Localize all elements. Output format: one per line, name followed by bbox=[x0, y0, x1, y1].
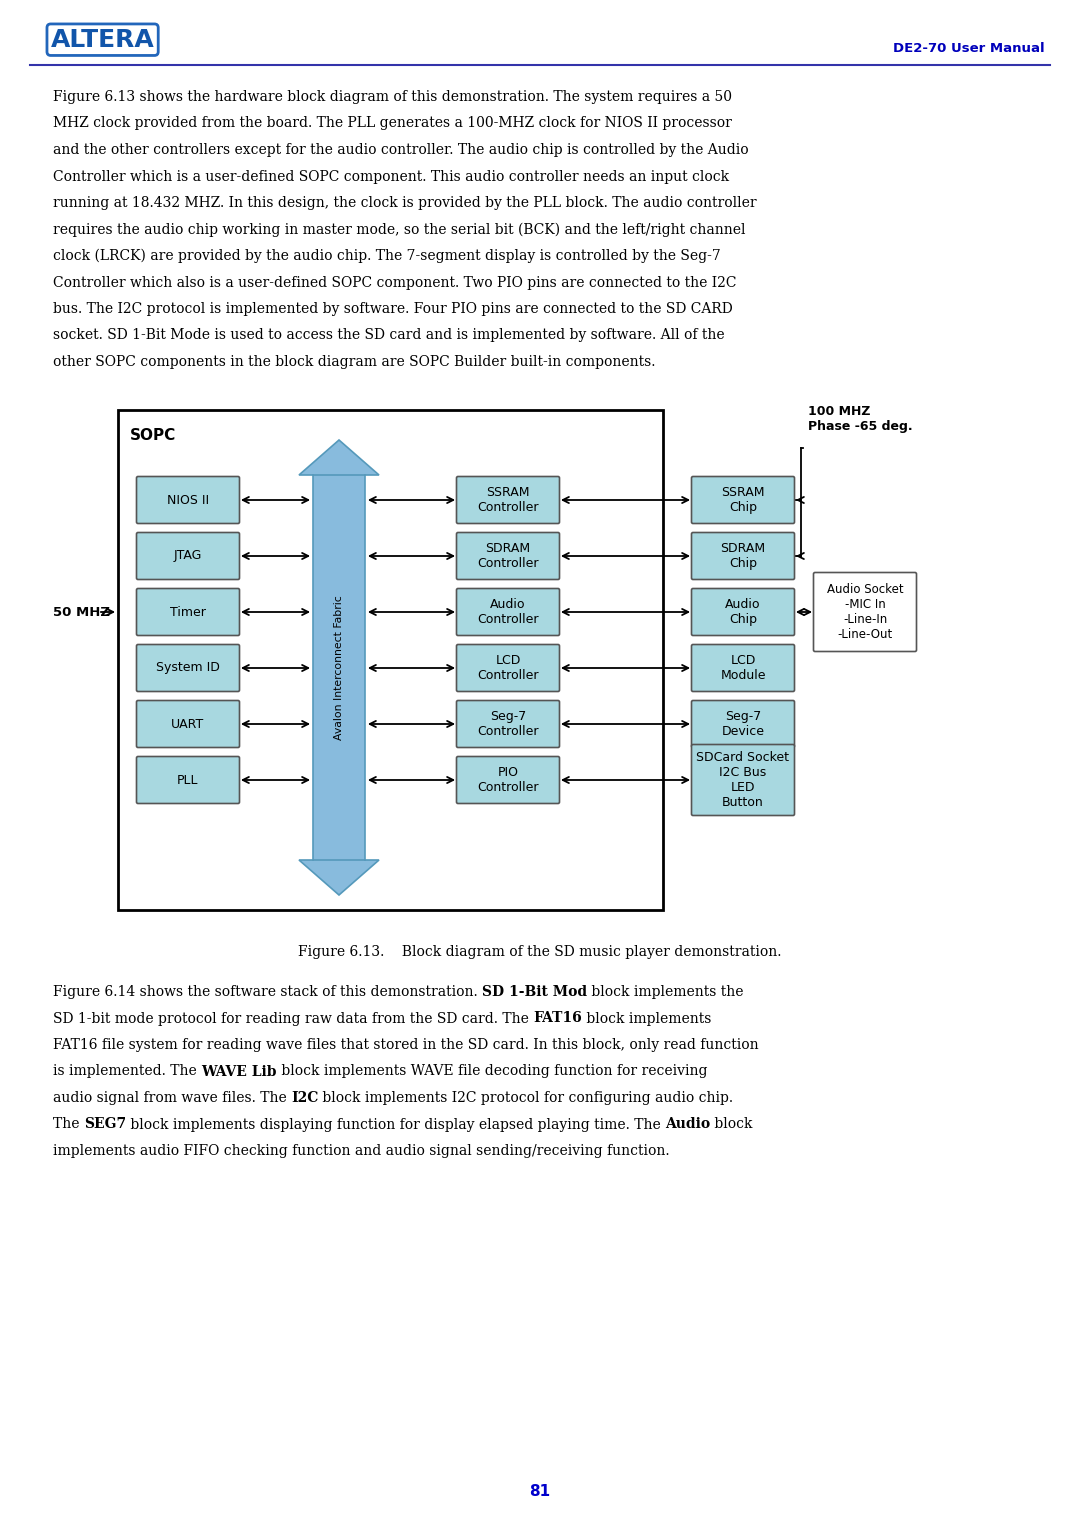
FancyBboxPatch shape bbox=[457, 588, 559, 635]
Text: Timer: Timer bbox=[170, 606, 206, 618]
Text: Seg-7
Device: Seg-7 Device bbox=[721, 710, 765, 738]
Text: NIOS II: NIOS II bbox=[167, 493, 210, 507]
FancyBboxPatch shape bbox=[136, 756, 240, 803]
FancyBboxPatch shape bbox=[691, 701, 795, 748]
FancyBboxPatch shape bbox=[457, 701, 559, 748]
Text: Audio Socket
-MIC In
-Line-In
-Line-Out: Audio Socket -MIC In -Line-In -Line-Out bbox=[826, 583, 903, 641]
Text: SEG7: SEG7 bbox=[84, 1118, 126, 1132]
Text: SDRAM
Chip: SDRAM Chip bbox=[720, 542, 766, 570]
Text: Figure 6.13.    Block diagram of the SD music player demonstration.: Figure 6.13. Block diagram of the SD mus… bbox=[298, 945, 782, 959]
Text: SD 1-bit mode protocol for reading raw data from the SD card. The: SD 1-bit mode protocol for reading raw d… bbox=[53, 1011, 534, 1026]
FancyBboxPatch shape bbox=[691, 533, 795, 580]
Text: MHZ clock provided from the board. The PLL generates a 100-MHZ clock for NIOS II: MHZ clock provided from the board. The P… bbox=[53, 116, 732, 130]
Text: ALTERA: ALTERA bbox=[51, 27, 154, 52]
Text: block implements displaying function for display elapsed playing time. The: block implements displaying function for… bbox=[126, 1118, 665, 1132]
Text: Seg-7
Controller: Seg-7 Controller bbox=[477, 710, 539, 738]
Bar bbox=[118, 411, 663, 910]
FancyBboxPatch shape bbox=[813, 573, 917, 652]
Text: Audio: Audio bbox=[665, 1118, 711, 1132]
Text: System ID: System ID bbox=[157, 661, 220, 675]
FancyArrow shape bbox=[299, 860, 379, 895]
Text: SDCard Socket
I2C Bus
LED
Button: SDCard Socket I2C Bus LED Button bbox=[697, 751, 789, 809]
FancyBboxPatch shape bbox=[136, 701, 240, 748]
Text: DE2-70 User Manual: DE2-70 User Manual bbox=[893, 41, 1045, 55]
Text: SSRAM
Controller: SSRAM Controller bbox=[477, 486, 539, 515]
Text: and the other controllers except for the audio controller. The audio chip is con: and the other controllers except for the… bbox=[53, 144, 748, 157]
Text: running at 18.432 MHZ. In this design, the clock is provided by the PLL block. T: running at 18.432 MHZ. In this design, t… bbox=[53, 195, 757, 211]
Text: Audio
Controller: Audio Controller bbox=[477, 599, 539, 626]
Text: block implements WAVE file decoding function for receiving: block implements WAVE file decoding func… bbox=[276, 1064, 707, 1078]
Text: block implements I2C protocol for configuring audio chip.: block implements I2C protocol for config… bbox=[319, 1090, 733, 1106]
Text: FAT16: FAT16 bbox=[534, 1011, 582, 1026]
Text: UART: UART bbox=[172, 718, 204, 730]
FancyBboxPatch shape bbox=[457, 644, 559, 692]
Text: 100 MHZ
Phase -65 deg.: 100 MHZ Phase -65 deg. bbox=[808, 405, 913, 434]
Text: PLL: PLL bbox=[177, 774, 199, 786]
Text: Avalon Interconnect Fabric: Avalon Interconnect Fabric bbox=[334, 596, 345, 741]
Text: 81: 81 bbox=[529, 1484, 551, 1500]
Bar bbox=[313, 475, 365, 860]
FancyBboxPatch shape bbox=[136, 588, 240, 635]
FancyBboxPatch shape bbox=[457, 533, 559, 580]
Text: clock (LRCK) are provided by the audio chip. The 7-segment display is controlled: clock (LRCK) are provided by the audio c… bbox=[53, 249, 720, 263]
Text: Figure 6.13 shows the hardware block diagram of this demonstration. The system r: Figure 6.13 shows the hardware block dia… bbox=[53, 90, 732, 104]
Text: The: The bbox=[53, 1118, 84, 1132]
Text: is implemented. The: is implemented. The bbox=[53, 1064, 201, 1078]
Text: block implements: block implements bbox=[582, 1011, 712, 1026]
Text: LCD
Module: LCD Module bbox=[720, 654, 766, 683]
Text: block: block bbox=[711, 1118, 753, 1132]
Text: FAT16 file system for reading wave files that stored in the SD card. In this blo: FAT16 file system for reading wave files… bbox=[53, 1038, 758, 1052]
Text: Audio
Chip: Audio Chip bbox=[726, 599, 760, 626]
Text: requires the audio chip working in master mode, so the serial bit (BCK) and the : requires the audio chip working in maste… bbox=[53, 223, 745, 237]
FancyBboxPatch shape bbox=[457, 476, 559, 524]
Text: PIO
Controller: PIO Controller bbox=[477, 767, 539, 794]
Text: LCD
Controller: LCD Controller bbox=[477, 654, 539, 683]
Text: Figure 6.14 shows the software stack of this demonstration.: Figure 6.14 shows the software stack of … bbox=[53, 985, 482, 999]
Text: audio signal from wave files. The: audio signal from wave files. The bbox=[53, 1090, 292, 1106]
Text: SDRAM
Controller: SDRAM Controller bbox=[477, 542, 539, 570]
FancyBboxPatch shape bbox=[691, 588, 795, 635]
Text: block implements the: block implements the bbox=[588, 985, 744, 999]
Text: I2C: I2C bbox=[292, 1090, 319, 1106]
Text: implements audio FIFO checking function and audio signal sending/receiving funct: implements audio FIFO checking function … bbox=[53, 1144, 670, 1157]
Text: 50 MHZ: 50 MHZ bbox=[53, 606, 110, 618]
FancyBboxPatch shape bbox=[136, 476, 240, 524]
FancyBboxPatch shape bbox=[691, 644, 795, 692]
Text: WAVE Lib: WAVE Lib bbox=[201, 1064, 276, 1078]
Text: socket. SD 1-Bit Mode is used to access the SD card and is implemented by softwa: socket. SD 1-Bit Mode is used to access … bbox=[53, 328, 725, 342]
Text: Controller which is a user-defined SOPC component. This audio controller needs a: Controller which is a user-defined SOPC … bbox=[53, 169, 729, 183]
FancyBboxPatch shape bbox=[457, 756, 559, 803]
Text: JTAG: JTAG bbox=[174, 550, 202, 562]
FancyArrow shape bbox=[299, 440, 379, 475]
FancyBboxPatch shape bbox=[136, 644, 240, 692]
FancyBboxPatch shape bbox=[691, 745, 795, 815]
Text: SOPC: SOPC bbox=[130, 428, 176, 443]
Text: SSRAM
Chip: SSRAM Chip bbox=[721, 486, 765, 515]
FancyBboxPatch shape bbox=[136, 533, 240, 580]
Text: bus. The I2C protocol is implemented by software. Four PIO pins are connected to: bus. The I2C protocol is implemented by … bbox=[53, 302, 732, 316]
FancyBboxPatch shape bbox=[691, 476, 795, 524]
Text: Controller which also is a user-defined SOPC component. Two PIO pins are connect: Controller which also is a user-defined … bbox=[53, 275, 737, 290]
Text: other SOPC components in the block diagram are SOPC Builder built-in components.: other SOPC components in the block diagr… bbox=[53, 354, 656, 370]
Text: SD 1-Bit Mod: SD 1-Bit Mod bbox=[482, 985, 588, 999]
